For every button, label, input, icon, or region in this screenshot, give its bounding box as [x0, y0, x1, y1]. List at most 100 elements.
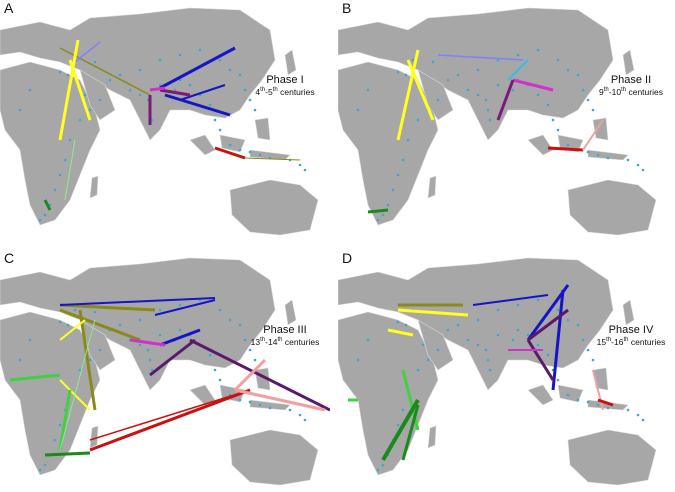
site-dot — [66, 73, 70, 77]
site-dot — [426, 358, 430, 362]
site-dot — [404, 323, 408, 327]
site-dot — [138, 93, 142, 97]
panel-letter: C — [4, 250, 15, 266]
migration-arrow — [154, 299, 216, 316]
site-dot — [546, 353, 550, 357]
phase-label: Phase II 9th-10th centuries — [591, 74, 671, 97]
phase-centuries: 13th-14th centuries — [250, 337, 320, 347]
site-dot — [576, 323, 580, 327]
site-dot — [636, 413, 640, 417]
land-mass — [189, 384, 216, 406]
site-dot — [150, 368, 154, 372]
site-dot — [396, 173, 400, 177]
site-dot — [83, 93, 87, 97]
site-dot — [238, 398, 242, 402]
site-dot — [93, 60, 97, 64]
site-dot — [38, 468, 42, 472]
phase-title: Phase IV — [608, 324, 654, 336]
site-dot — [228, 318, 232, 322]
land-mass — [89, 175, 99, 199]
site-dot — [396, 70, 400, 74]
migration-arrow — [582, 119, 604, 151]
site-dot — [566, 318, 570, 322]
land-mass — [219, 134, 246, 153]
site-dot — [268, 406, 272, 410]
site-dot — [356, 358, 360, 362]
map-panel-c: C Phase III 13th-14th centuries — [0, 250, 330, 490]
migration-arrow — [74, 41, 101, 63]
site-dot — [401, 408, 405, 412]
site-dot — [446, 78, 450, 82]
migration-arrow — [149, 86, 166, 92]
site-dot — [288, 408, 292, 412]
site-dot — [488, 368, 492, 372]
land-mass — [0, 311, 101, 476]
land-mass — [338, 257, 614, 391]
migration-arrow — [44, 451, 91, 457]
land-mass — [338, 7, 614, 141]
phase-label: Phase III 13th-14th centuries — [245, 324, 325, 347]
map-panel-b: B Phase II 9th-10th centuries — [338, 0, 668, 240]
site-dot — [18, 108, 22, 112]
site-dot — [118, 73, 122, 77]
site-dot — [238, 73, 242, 77]
land-mass — [79, 69, 116, 121]
phase-centuries: 9th-10th centuries — [599, 87, 663, 97]
site-dot — [243, 88, 247, 92]
migration-arrow — [164, 93, 231, 117]
site-dot — [496, 333, 500, 337]
site-dot — [173, 88, 177, 92]
phase-title: Phase III — [263, 324, 307, 336]
site-dot — [146, 348, 150, 352]
site-dot — [586, 348, 590, 352]
phase-label: Phase I 4th-5th centuries — [245, 74, 325, 97]
map-panel-a: A Phase I 4th-5th centuries — [0, 0, 330, 240]
land-mass — [229, 429, 319, 486]
land-mass — [79, 319, 116, 371]
site-dot — [58, 423, 62, 427]
panel-letter: B — [342, 0, 352, 16]
site-dot — [303, 168, 307, 172]
site-dot — [536, 343, 540, 347]
site-dot — [406, 138, 410, 142]
migration-arrow — [159, 328, 201, 347]
site-dot — [303, 418, 307, 422]
land-mass — [254, 117, 271, 141]
site-dot — [213, 368, 217, 372]
site-dot — [411, 58, 415, 62]
migration-arrow — [214, 146, 246, 160]
site-dot — [556, 378, 560, 382]
phase-centuries: 4th-5th centuries — [255, 87, 315, 97]
site-dot — [198, 48, 202, 52]
migration-arrow — [397, 308, 469, 317]
site-dot — [158, 58, 162, 62]
site-dot — [138, 343, 142, 347]
site-dot — [298, 163, 302, 167]
migration-arrow — [527, 308, 569, 342]
site-dot — [218, 378, 222, 382]
site-dot — [466, 88, 470, 92]
migration-arrow — [526, 284, 570, 341]
site-dot — [218, 128, 222, 132]
site-dot — [178, 53, 182, 57]
site-dot — [581, 88, 585, 92]
site-dot — [446, 328, 450, 332]
site-dot — [43, 213, 47, 217]
site-dot — [53, 438, 57, 442]
phase-label: Phase IV 15th-16th centuries — [591, 324, 671, 347]
site-dot — [188, 83, 192, 87]
site-dot — [456, 73, 460, 77]
site-dot — [58, 70, 62, 74]
site-dot — [78, 118, 82, 122]
site-dot — [78, 368, 82, 372]
migration-arrow — [507, 59, 529, 81]
site-dot — [253, 108, 257, 112]
land-mass — [417, 69, 454, 121]
phase-title: Phase I — [266, 74, 304, 86]
migration-arrow — [59, 308, 141, 342]
site-dot — [248, 348, 252, 352]
land-mass — [284, 299, 297, 326]
site-dot — [228, 143, 232, 147]
site-dot — [546, 103, 550, 107]
site-dot — [586, 150, 590, 154]
